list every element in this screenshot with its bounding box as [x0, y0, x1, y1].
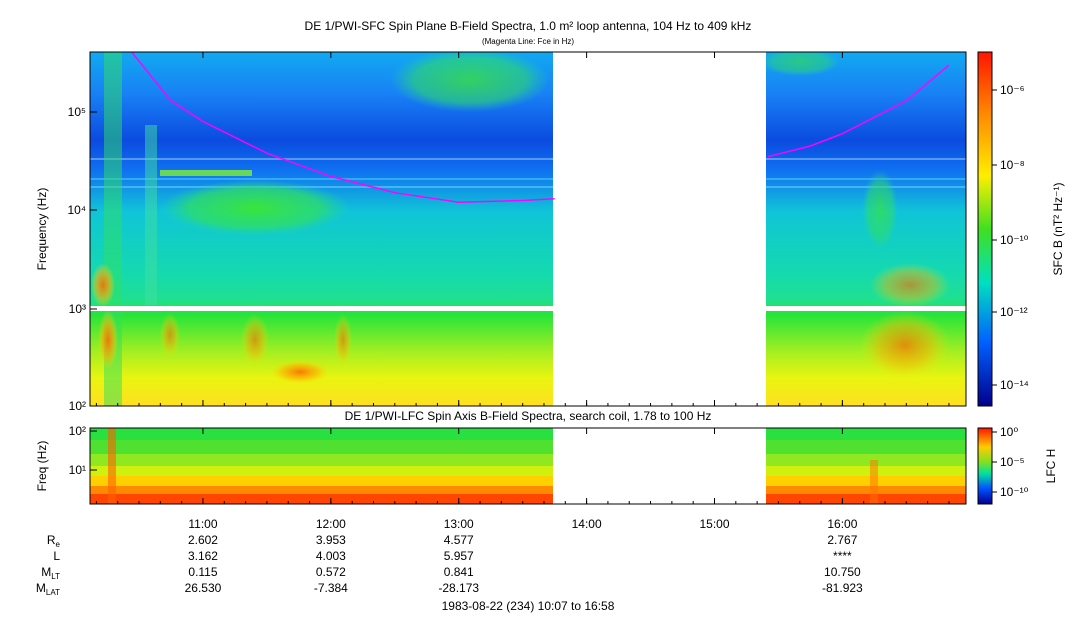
time-range-footer: 1983-08-22 (234) 10:07 to 16:58	[442, 599, 615, 613]
sfc-subtitle: (Magenta Line: Fce in Hz)	[482, 37, 574, 46]
sfc-colorbar-tick-label: 10⁻¹⁴	[1000, 378, 1029, 392]
sfc-emission-blob	[870, 263, 950, 307]
ephemeris-value: 0.572	[316, 565, 346, 579]
lfc-ytick-label: 10²	[69, 424, 86, 438]
sfc-interference-line	[90, 158, 966, 160]
ephemeris-value: 5.957	[444, 549, 474, 563]
lfc-band	[90, 466, 966, 476]
sfc-spectrogram	[90, 52, 966, 406]
lfc-colorbar-tick-label: 10⁻¹⁰	[1000, 485, 1029, 499]
ephemeris-value: 2.767	[827, 533, 857, 547]
fce-line-segment	[767, 64, 950, 158]
sfc-emission-blob	[160, 313, 180, 357]
ephemeris-value: 10.750	[824, 565, 861, 579]
lfc-band	[90, 494, 966, 504]
ephemeris-value: 2.602	[188, 533, 218, 547]
sfc-colorbar-bar	[977, 51, 993, 407]
sfc-colorbar-tick-label: 10⁻⁸	[1000, 158, 1025, 172]
sfc-band-gap	[90, 306, 966, 311]
lfc-band	[90, 440, 966, 454]
lfc-colorbar-tick-label: 10⁻⁵	[1000, 455, 1025, 469]
lfc-colorbar: 10⁰ 10⁻⁵ 10⁻¹⁰ LFC H	[977, 425, 1058, 505]
sfc-data-gap	[553, 52, 766, 406]
sfc-colorbar-tick-label: 10⁻⁶	[1000, 83, 1025, 97]
lfc-colorbar-bar	[977, 427, 993, 505]
sfc-colorbar-tick-label: 10⁻¹²	[1000, 305, 1028, 319]
ephemeris-value: 3.162	[188, 549, 218, 563]
lfc-band	[90, 454, 966, 466]
sfc-emission-blob	[98, 310, 118, 370]
ephemeris-value: 0.115	[188, 565, 217, 579]
lfc-ylabel: Freq (Hz)	[35, 441, 49, 492]
sfc-emission-blob	[862, 170, 898, 250]
ephemeris-row-label: Re	[47, 533, 61, 549]
sfc-emission-blob	[241, 314, 269, 366]
sfc-emission-blob	[390, 52, 550, 112]
sfc-emission-band	[160, 170, 252, 176]
sfc-emission-column	[145, 125, 157, 305]
lfc-colorbar-label: LFC H	[1044, 449, 1058, 484]
time-tick-label: 12:00	[316, 517, 346, 531]
sfc-ytick-label: 10³	[69, 302, 86, 316]
sfc-emission-blob	[270, 360, 330, 384]
sfc-emission-blob	[760, 52, 840, 76]
sfc-title: DE 1/PWI-SFC Spin Plane B-Field Spectra,…	[305, 19, 752, 33]
lfc-data-gap	[553, 428, 766, 504]
sfc-emission-blob	[91, 263, 115, 307]
sfc-colorbar-label: SFC B (nT² Hz⁻¹)	[1051, 183, 1065, 276]
time-tick-label: 15:00	[699, 517, 729, 531]
ephemeris-value: 3.953	[316, 533, 346, 547]
ephemeris-value: 0.841	[444, 565, 474, 579]
sfc-y-axis: 10² 10³ 10⁴ 10⁵ Frequency (Hz)	[35, 105, 97, 413]
lfc-spectrogram	[90, 428, 966, 504]
sfc-frame	[89, 51, 967, 407]
time-axis: 11:00 12:00 13:00 14:00 15:00 16:00	[95, 52, 950, 531]
sfc-colorbar-tick-label: 10⁻¹⁰	[1000, 233, 1029, 247]
ephemeris-value: -7.384	[314, 581, 348, 595]
ephemeris-value: -81.923	[822, 581, 863, 595]
lfc-ytick-label: 10¹	[69, 463, 86, 477]
ephemeris-value: 26.530	[185, 581, 222, 595]
sfc-interference-line	[90, 178, 966, 180]
sfc-ytick-label: 10⁵	[68, 105, 86, 119]
lfc-title: DE 1/PWI-LFC Spin Axis B-Field Spectra, …	[345, 409, 712, 423]
sfc-ytick-label: 10²	[69, 399, 86, 413]
sfc-emission-blob	[860, 311, 950, 379]
time-tick-label: 16:00	[827, 517, 857, 531]
ephemeris-value: ****	[833, 549, 852, 563]
ephemeris-row-label: MLAT	[36, 581, 60, 597]
lfc-emission-column	[108, 428, 116, 504]
sfc-colorbar: 10⁻⁶ 10⁻⁸ 10⁻¹⁰ 10⁻¹² 10⁻¹⁴ SFC B (nT² H…	[977, 51, 1065, 407]
time-tick-label: 11:00	[188, 517, 217, 531]
lfc-colorbar-tick-label: 10⁰	[1000, 425, 1018, 439]
sfc-interference-line	[90, 186, 966, 188]
fce-line-segment	[130, 52, 555, 203]
ephemeris-table: Re 2.602 3.953 4.577 2.767 L 3.162 4.003 5.957 **…	[36, 533, 863, 597]
ephemeris-row-label: L	[53, 549, 60, 563]
sfc-emission-blob	[334, 314, 352, 366]
lfc-emission-column	[870, 460, 878, 504]
lfc-band	[90, 428, 966, 440]
lfc-y-axis: 10² 10¹ Freq (Hz)	[35, 424, 97, 491]
time-tick-label: 13:00	[444, 517, 474, 531]
ephemeris-value: -28.173	[438, 581, 479, 595]
lfc-band	[90, 486, 966, 494]
sfc-ytick-label: 10⁴	[67, 203, 86, 217]
sfc-ylabel: Frequency (Hz)	[35, 188, 49, 271]
sfc-emission-blob	[160, 180, 350, 236]
ephemeris-row-label: MLT	[41, 565, 60, 581]
ephemeris-value: 4.577	[444, 533, 474, 547]
lfc-band	[90, 476, 966, 486]
ephemeris-value: 4.003	[316, 549, 346, 563]
lfc-frame	[89, 427, 967, 505]
time-tick-label: 14:00	[572, 517, 602, 531]
